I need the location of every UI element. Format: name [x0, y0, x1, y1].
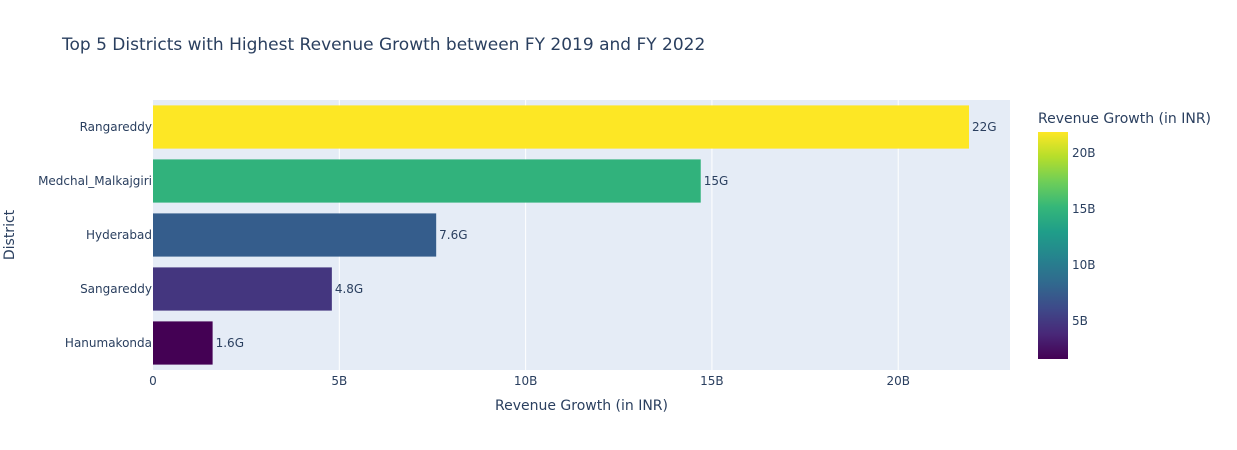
y-tick-label: Sangareddy: [80, 282, 152, 296]
bar-hyderabad: [153, 213, 437, 257]
chart-title: Top 5 Districts with Highest Revenue Gro…: [61, 35, 705, 55]
colorbar-tick-label: 20B: [1072, 146, 1096, 160]
data-labels: 22G 15G 7.6G 4.8G 1.6G: [216, 120, 997, 350]
x-axis-ticks: 0 5B 10B 15B 20B: [149, 374, 910, 388]
data-label: 15G: [704, 174, 729, 188]
y-tick-label: Medchal_Malkajgiri: [38, 174, 152, 188]
colorbar-tick-label: 10B: [1072, 258, 1096, 272]
y-axis-ticks: Rangareddy Medchal_Malkajgiri Hyderabad San…: [38, 120, 152, 350]
bar-rangareddy: [153, 105, 970, 149]
bar-sangareddy: [153, 267, 332, 311]
y-tick-label: Rangareddy: [80, 120, 152, 134]
colorbar-ticks: 5B 10B 15B 20B: [1072, 146, 1096, 328]
y-axis-title: District: [2, 209, 18, 260]
data-label: 22G: [972, 120, 997, 134]
colorbar-title: Revenue Growth (in INR): [1038, 111, 1211, 127]
colorbar-tick-label: 15B: [1072, 202, 1096, 216]
y-tick-label: Hyderabad: [86, 228, 152, 242]
x-tick-label: 15B: [700, 374, 724, 388]
y-tick-label: Hanumakonda: [65, 336, 152, 350]
colorbar-tick-label: 5B: [1072, 314, 1088, 328]
bar-hanumakonda: [153, 321, 213, 365]
x-axis-title: Revenue Growth (in INR): [495, 398, 668, 414]
data-label: 1.6G: [216, 336, 244, 350]
bar-medchal-malkajgiri: [153, 159, 701, 203]
x-tick-label: 5B: [331, 374, 347, 388]
x-tick-label: 10B: [514, 374, 538, 388]
data-label: 7.6G: [439, 228, 467, 242]
x-tick-label: 0: [149, 374, 157, 388]
x-tick-label: 20B: [886, 374, 910, 388]
data-label: 4.8G: [335, 282, 363, 296]
colorbar: [1038, 132, 1068, 359]
bars: [153, 105, 970, 365]
